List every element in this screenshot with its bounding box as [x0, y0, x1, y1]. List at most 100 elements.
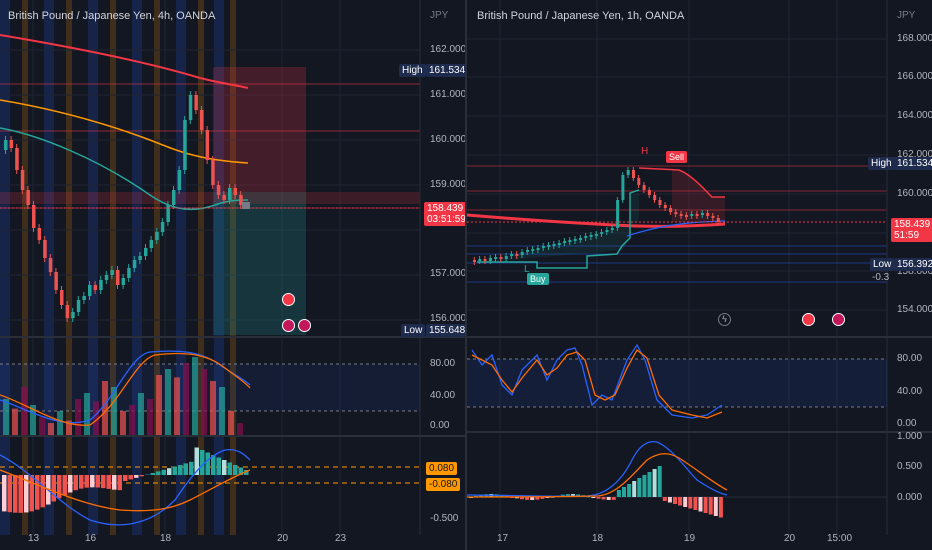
left-stoch-tick: 40.00: [430, 390, 456, 401]
left-countdown: 03:51:59: [427, 214, 466, 225]
right-price-tick: 154.000: [897, 304, 932, 315]
candle: [222, 195, 226, 200]
macd-bar: [117, 475, 122, 491]
left-current-price: 158.439: [427, 203, 464, 214]
macd-bar: [68, 475, 73, 493]
stoch-bar: [120, 411, 126, 435]
candle: [510, 254, 514, 256]
candle: [177, 170, 182, 190]
candle: [211, 160, 215, 185]
stoch-bar: [192, 357, 198, 435]
macd-bar: [703, 497, 708, 513]
macd-bar: [200, 450, 205, 475]
candle: [563, 241, 567, 243]
candle: [706, 213, 710, 216]
candle: [9, 140, 14, 148]
candle: [478, 259, 482, 261]
lightning-icon[interactable]: ϟ: [718, 313, 731, 326]
macd-bar: [530, 497, 535, 500]
candle: [99, 280, 103, 290]
right-date-tick: 18: [592, 533, 604, 544]
candle: [626, 170, 630, 175]
stoch-bar: [156, 375, 162, 435]
macd-bar: [713, 497, 718, 516]
stoch-bar: [39, 417, 45, 435]
stoch-bar: [174, 377, 180, 435]
candle: [494, 257, 498, 259]
stoch-bar: [183, 363, 189, 435]
candle: [663, 205, 667, 208]
macd-bar: [172, 466, 177, 475]
candle: [647, 190, 651, 195]
candle: [160, 222, 165, 232]
candle: [110, 270, 114, 275]
macd-bar: [693, 497, 698, 510]
macd-bar: [13, 475, 18, 513]
right-price-tick: 164.000: [897, 110, 932, 121]
candle: [600, 232, 604, 234]
uk-flag-icon[interactable]: [832, 313, 845, 326]
left-chart-canvas[interactable]: [0, 0, 465, 550]
macd-bar: [35, 475, 40, 510]
left-low-value: 155.648: [426, 324, 469, 337]
right-currency-label: JPY: [897, 10, 916, 21]
macd-bar: [189, 461, 194, 475]
candle: [188, 95, 193, 120]
left-price-tick: 162.000: [430, 44, 467, 55]
macd-bar: [565, 494, 570, 497]
left-chart-panel[interactable]: British Pound / Japanese Yen, 4h, OANDA …: [0, 0, 469, 550]
macd-bar: [227, 462, 232, 475]
macd-bar: [178, 465, 183, 475]
right-price-tick: 168.000: [897, 33, 932, 44]
macd-bar: [606, 497, 611, 500]
macd-bar: [106, 475, 111, 489]
macd-bar: [627, 484, 632, 497]
candle: [104, 275, 109, 280]
event-alert-icon[interactable]: [282, 293, 295, 306]
candle: [155, 232, 159, 240]
macd-bar: [540, 497, 545, 499]
candle: [674, 212, 678, 214]
right-price-tick: 166.000: [897, 71, 932, 82]
candle: [637, 178, 641, 185]
left-date-tick: 20: [277, 533, 289, 544]
right-date-tick: 17: [497, 533, 509, 544]
macd-bar: [101, 475, 106, 489]
macd-bar: [678, 497, 683, 506]
macd-bar: [211, 455, 216, 475]
uk-flag-icon[interactable]: [298, 319, 311, 332]
left-high-value: 161.534: [426, 64, 469, 77]
macd-bar: [683, 497, 688, 507]
macd-bar: [18, 475, 23, 513]
right-stoch-tick: 80.00: [897, 353, 923, 364]
macd-bar: [520, 497, 524, 500]
right-price-tick: 158.000: [897, 266, 932, 277]
macd-bar: [632, 481, 637, 497]
stoch-bar: [237, 423, 243, 435]
macd-bar: [128, 475, 133, 480]
right-chart-canvas[interactable]: [467, 0, 932, 550]
stoch-bar: [84, 393, 90, 435]
right-chart-panel[interactable]: British Pound / Japanese Yen, 1h, OANDA …: [467, 0, 932, 550]
right-low-value: 156.392: [894, 258, 932, 271]
left-chart-title: British Pound / Japanese Yen, 4h, OANDA: [8, 10, 216, 22]
candle: [48, 258, 53, 272]
uk-flag-icon[interactable]: [282, 319, 295, 332]
candle: [32, 205, 36, 228]
candle: [716, 218, 720, 222]
macd-bar: [167, 468, 172, 475]
candle: [149, 240, 154, 248]
stoch-bar: [102, 381, 108, 435]
panel-divider[interactable]: [465, 0, 467, 550]
event-alert-icon[interactable]: [802, 313, 815, 326]
left-current-price-tag: 158.439 03:51:59: [424, 202, 469, 226]
candle: [43, 240, 47, 258]
macd-bar: [95, 475, 100, 488]
macd-bar: [7, 475, 12, 513]
left-price-tick: 156.000: [430, 313, 467, 324]
macd-bar: [216, 457, 221, 475]
macd-bar: [24, 475, 29, 513]
candle: [679, 214, 683, 216]
candle: [695, 214, 699, 216]
stoch-bar: [201, 369, 207, 435]
